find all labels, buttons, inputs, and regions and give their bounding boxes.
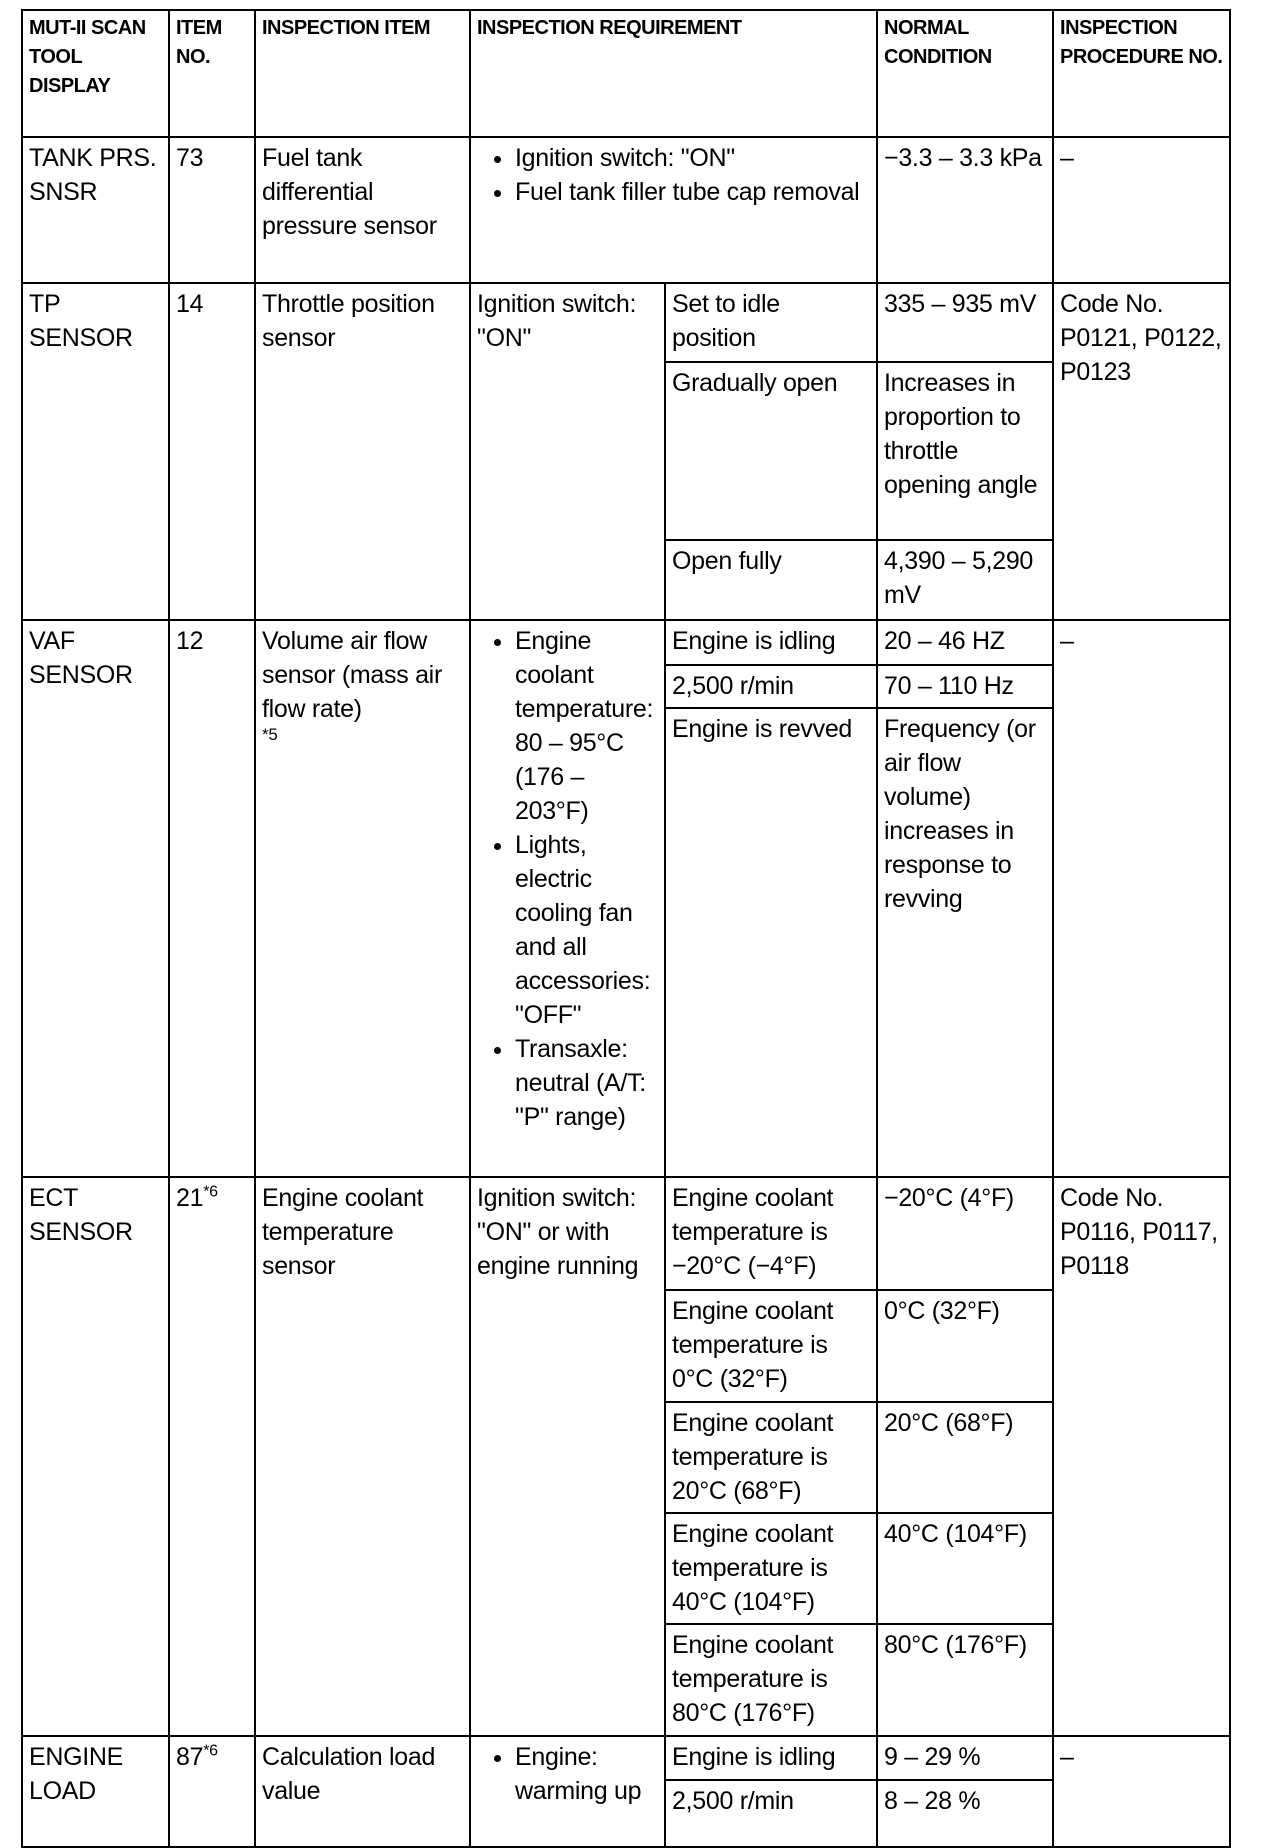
table-row: ENGINE LOAD 87*6 Calculation load value … <box>21 1735 1232 1848</box>
normal-cell: 20°C (68°F) <box>876 1401 1055 1514</box>
state-cell: Engine coolant temperature is 80°C (176°… <box>663 1623 879 1737</box>
requirement-cell: Ignition switch: "ON" Fuel tank filler t… <box>468 136 879 284</box>
normal-cell: 40°C (104°F) <box>876 1512 1055 1625</box>
table-row: TP SENSOR 14 Throttle position sensor Ig… <box>21 282 1232 621</box>
header-inspection-item: INSPECTION ITEM <box>254 9 471 138</box>
requirement-item: Fuel tank filler tube cap removal <box>515 175 870 209</box>
state-cell: Set to idle position <box>663 282 879 363</box>
table-row: VAF SENSOR 12 Volume air flow sensor (ma… <box>21 619 1232 1178</box>
normal-cell: −3.3 – 3.3 kPa <box>876 136 1055 284</box>
table-subrow: 2,500 r/min 70 – 110 Hz <box>22 664 1230 709</box>
header-item-no: ITEM NO. <box>168 9 256 138</box>
header-row: MUT-II SCAN TOOL DISPLAY ITEM NO. INSPEC… <box>21 9 1232 138</box>
header-requirement: INSPECTION REQUIREMENT <box>468 9 879 138</box>
table-subrow: Engine coolant temperature is 0°C (32°F)… <box>22 1289 1230 1403</box>
state-cell: Gradually open <box>663 361 879 541</box>
item-no-text: 87 <box>176 1743 204 1771</box>
state-cell: 2,500 r/min <box>663 664 879 709</box>
display-cell: ENGINE LOAD <box>21 1735 170 1848</box>
requirement-cell: Engine: warming up <box>469 1735 666 1848</box>
item-no-note: *6 <box>203 1183 218 1201</box>
condition-cell: Ignition switch: "ON" or with engine run… <box>469 1176 666 1737</box>
requirement-item: Engine: warming up <box>515 1740 658 1808</box>
state-cell: Engine coolant temperature is −20°C (−4°… <box>663 1176 879 1291</box>
item-no-cell: 21*6 <box>168 1176 256 1737</box>
inspection-table: MUT-II SCAN TOOL DISPLAY ITEM NO. INSPEC… <box>21 9 1232 1848</box>
item-cell: Volume air flow sensor (mass air flow ra… <box>254 619 471 1178</box>
normal-cell: −20°C (4°F) <box>876 1176 1055 1291</box>
requirement-item: Ignition switch: "ON" <box>515 141 870 175</box>
table-subrow: Gradually open Increases in proportion t… <box>22 361 1230 541</box>
item-no-cell: 12 <box>168 619 256 1178</box>
normal-cell: 4,390 – 5,290 mV <box>876 539 1055 621</box>
table-subrow: Open fully 4,390 – 5,290 mV <box>22 539 1230 621</box>
normal-cell: 70 – 110 Hz <box>876 664 1055 709</box>
normal-cell: 0°C (32°F) <box>876 1289 1055 1403</box>
procedure-cell: Code No. P0121, P0122, P0123 <box>1052 282 1232 621</box>
state-cell: Engine coolant temperature is 40°C (104°… <box>663 1512 879 1625</box>
normal-cell: Frequency (or air flow volume) increases… <box>876 707 1055 1178</box>
header-display: MUT-II SCAN TOOL DISPLAY <box>21 9 170 138</box>
display-cell: ECT SENSOR <box>21 1176 170 1737</box>
requirement-item: Lights, electric cooling fan and all acc… <box>515 828 658 1032</box>
table-subrow: 2,500 r/min 8 – 28 % <box>22 1779 1230 1848</box>
item-cell: Calculation load value <box>254 1735 471 1848</box>
procedure-cell: – <box>1052 1735 1232 1848</box>
table-row: TANK PRS. SNSR 73 Fuel tank differential… <box>21 136 1232 284</box>
header-normal-condition: NORMAL CONDITION <box>876 9 1055 138</box>
procedure-cell: – <box>1052 136 1232 284</box>
display-cell: TP SENSOR <box>21 282 170 621</box>
table-subrow: Engine coolant temperature is 80°C (176°… <box>22 1623 1230 1737</box>
item-text: Volume air flow sensor (mass air flow ra… <box>262 627 442 723</box>
table-row: ECT SENSOR 21*6 Engine coolant temperatu… <box>21 1176 1232 1737</box>
procedure-cell: – <box>1052 619 1232 1178</box>
item-no-cell: 87*6 <box>168 1735 256 1848</box>
normal-cell: 20 – 46 HZ <box>876 619 1055 666</box>
normal-cell: 80°C (176°F) <box>876 1623 1055 1737</box>
state-cell: Engine coolant temperature is 20°C (68°F… <box>663 1401 879 1514</box>
state-cell: Engine coolant temperature is 0°C (32°F) <box>663 1289 879 1403</box>
state-cell: 2,500 r/min <box>663 1779 879 1848</box>
normal-cell: Increases in proportion to throttle open… <box>876 361 1055 541</box>
item-cell: Engine coolant temperature sensor <box>254 1176 471 1737</box>
condition-cell: Ignition switch: "ON" <box>469 282 666 621</box>
item-cell: Throttle position sensor <box>254 282 471 621</box>
state-cell: Open fully <box>663 539 879 621</box>
item-no-cell: 14 <box>168 282 256 621</box>
normal-cell: 9 – 29 % <box>876 1735 1055 1781</box>
item-cell: Fuel tank differential pressure sensor <box>254 136 471 284</box>
display-cell: TANK PRS. SNSR <box>21 136 170 284</box>
state-cell: Engine is idling <box>663 1735 879 1781</box>
table-subrow: Engine coolant temperature is 40°C (104°… <box>22 1512 1230 1625</box>
table-subrow: Engine coolant temperature is 20°C (68°F… <box>22 1401 1230 1514</box>
state-cell: Engine is revved <box>663 707 879 1178</box>
header-procedure-no: INSPECTION PROCEDURE NO. <box>1052 9 1232 138</box>
display-cell: VAF SENSOR <box>21 619 170 1178</box>
requirement-item: Transaxle: neutral (A/T: "P" range) <box>515 1032 658 1134</box>
normal-cell: 8 – 28 % <box>876 1779 1055 1848</box>
item-no-note: *6 <box>203 1742 218 1760</box>
item-no-cell: 73 <box>168 136 256 284</box>
normal-cell: 335 – 935 mV <box>876 282 1055 363</box>
table-subrow: Engine is revved Frequency (or air flow … <box>22 707 1230 1178</box>
item-note: *5 <box>262 725 278 744</box>
requirement-item: Engine coolant temperature: 80 – 95°C (1… <box>515 624 658 828</box>
item-no-text: 21 <box>176 1184 204 1212</box>
state-cell: Engine is idling <box>663 619 879 666</box>
procedure-cell: Code No. P0116, P0117, P0118 <box>1052 1176 1232 1737</box>
requirement-cell: Engine coolant temperature: 80 – 95°C (1… <box>469 619 666 1178</box>
